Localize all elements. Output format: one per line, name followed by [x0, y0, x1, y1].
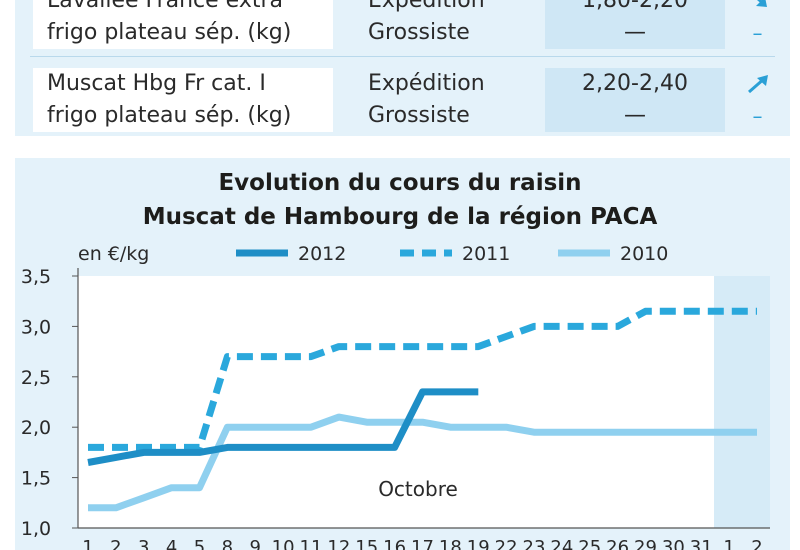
x-tick-label: 19 — [467, 537, 490, 550]
trend-flat: – — [752, 21, 763, 45]
x-tick-label: 17 — [411, 537, 434, 550]
product-name-line2: frigo plateau sép. (kg) — [47, 20, 292, 45]
y-axis-label: en €/kg — [78, 243, 149, 265]
x-tick-label: 9 — [250, 537, 261, 550]
legend-label-2010: 2010 — [620, 243, 668, 265]
stage-line1: Expédition — [368, 71, 485, 96]
y-tick-label: 2,5 — [21, 367, 51, 389]
stage-line1: Expédition — [368, 0, 485, 13]
x-tick-label: 2 — [751, 537, 762, 550]
price-cell: 2,20-2,40 — — [545, 68, 725, 132]
x-tick-label: 8 — [222, 537, 233, 550]
product-name-line1: Lavallée France extra — [47, 0, 283, 13]
x-tick-label: 16 — [383, 537, 406, 550]
x-tick-label: 10 — [272, 537, 295, 550]
legend-label-2012: 2012 — [298, 243, 346, 265]
y-tick-label: 1,0 — [21, 518, 51, 540]
x-tick-label: 5 — [194, 537, 205, 550]
x-tick-label: 26 — [606, 537, 629, 550]
x-tick-label: 15 — [355, 537, 378, 550]
arrow-up-right-icon — [725, 68, 790, 100]
y-tick-label: 3,0 — [21, 316, 51, 338]
stage-line2: Grossiste — [368, 103, 470, 128]
trend-flat: – — [752, 104, 763, 128]
x-tick-label: 1 — [723, 537, 734, 550]
y-tick-label: 1,5 — [21, 468, 51, 490]
x-tick-label: 25 — [578, 537, 601, 550]
series-line-2010 — [88, 413, 757, 512]
series-line-2011 — [88, 307, 757, 451]
row-divider — [30, 56, 775, 57]
x-tick-label: 11 — [300, 537, 323, 550]
legend-label-2011: 2011 — [462, 243, 510, 265]
x-tick-label: 1 — [82, 537, 93, 550]
product-name-line2: frigo plateau sép. (kg) — [47, 103, 292, 128]
x-tick-label: 31 — [690, 537, 713, 550]
x-tick-label: 30 — [662, 537, 685, 550]
x-tick-label: 24 — [550, 537, 573, 550]
trend-cell: – — [725, 0, 790, 49]
series-line-2012 — [87, 388, 479, 466]
price-cell: 1,80-2,20 — — [545, 0, 725, 49]
x-tick-label: 12 — [327, 537, 350, 550]
price-line1: 1,80-2,20 — [582, 0, 688, 13]
shaded-period — [714, 276, 770, 528]
price-table-body: Lavallée France extra frigo plateau sép.… — [15, 0, 790, 136]
x-tick-label: 23 — [523, 537, 546, 550]
x-tick-label: 18 — [439, 537, 462, 550]
y-tick-label: 3,5 — [21, 266, 51, 288]
product-cell: Muscat Hbg Fr cat. I frigo plateau sép. … — [33, 68, 333, 132]
x-tick-label: 4 — [166, 537, 177, 550]
x-tick-label: 2 — [110, 537, 121, 550]
chart-title-line1: Evolution du cours du raisin — [218, 170, 582, 196]
arrow-down-right-icon — [725, 0, 790, 17]
x-tick-label: 29 — [634, 537, 657, 550]
y-tick-label: 2,0 — [21, 417, 51, 439]
stage-cell: Expédition Grossiste — [333, 68, 553, 132]
price-line2: — — [624, 103, 646, 128]
table-row: Lavallée France extra frigo plateau sép.… — [15, 0, 790, 49]
price-line2: — — [624, 20, 646, 45]
x-tick-label: 3 — [138, 537, 149, 550]
table-row: Muscat Hbg Fr cat. I frigo plateau sép. … — [15, 68, 790, 132]
product-name-line1: Muscat Hbg Fr cat. I — [47, 71, 266, 96]
price-table: Lavallée France extra frigo plateau sép.… — [0, 0, 800, 150]
product-cell: Lavallée France extra frigo plateau sép.… — [33, 0, 333, 49]
price-line1: 2,20-2,40 — [582, 71, 688, 96]
chart-annotation: Octobre — [378, 477, 458, 501]
stage-line2: Grossiste — [368, 20, 470, 45]
trend-cell: – — [725, 68, 790, 132]
chart-title-line2: Muscat de Hambourg de la région PACA — [142, 204, 658, 230]
stage-cell: Expédition Grossiste — [333, 0, 553, 49]
x-tick-label: 22 — [495, 537, 518, 550]
